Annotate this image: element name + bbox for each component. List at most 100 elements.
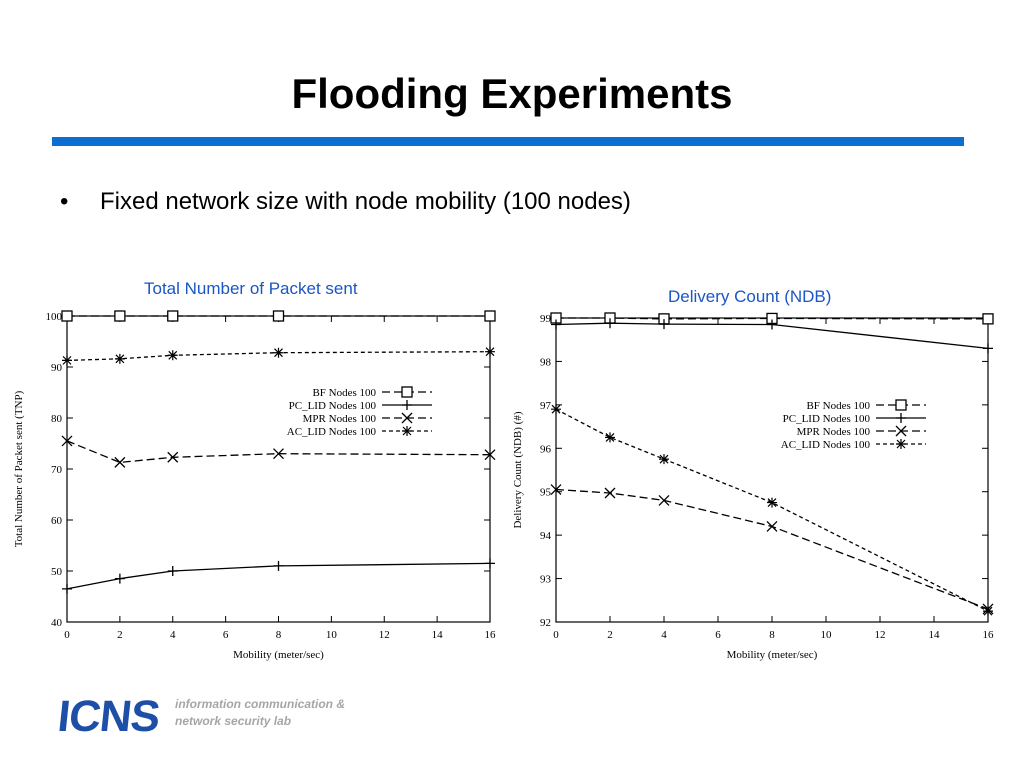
ndb-legend-marker-3 bbox=[896, 439, 906, 449]
ndb-xtick-label: 16 bbox=[983, 629, 995, 641]
ndb-point-3-2 bbox=[659, 454, 669, 465]
tnp-point-0-2-shape bbox=[167, 310, 179, 322]
ndb-ytick-label: 98 bbox=[540, 356, 552, 368]
tnp-legend-marker-0 bbox=[401, 386, 413, 398]
ndb-point-1-3-shape bbox=[767, 319, 777, 330]
ndb-legend-label-2: MPR Nodes 100 bbox=[797, 426, 871, 438]
tnp-point-1-1-shape bbox=[114, 573, 125, 584]
ndb-xtick-label: 2 bbox=[607, 629, 613, 641]
tnp-point-0-0-shape bbox=[61, 310, 73, 322]
ndb-point-3-3-shape bbox=[767, 497, 777, 508]
tnp-ytick-label: 60 bbox=[51, 515, 63, 527]
tnp-point-1-0-shape bbox=[62, 583, 72, 594]
ndb-point-2-0-shape bbox=[550, 484, 562, 496]
tnp-point-0-1-shape bbox=[114, 310, 126, 322]
ndb-xtick-label: 6 bbox=[715, 629, 721, 641]
ndb-point-0-4-shape bbox=[982, 313, 994, 325]
ndb-ytick-label: 94 bbox=[540, 530, 552, 542]
tnp-ytick-label: 90 bbox=[51, 362, 63, 374]
ndb-xtick-label: 14 bbox=[929, 629, 941, 641]
ndb-point-1-2-shape bbox=[659, 319, 669, 330]
tnp-legend-marker-1-shape bbox=[402, 400, 412, 410]
tnp-ytick-label: 40 bbox=[51, 617, 63, 629]
tnp-point-0-4 bbox=[484, 310, 496, 322]
ndb-point-3-3 bbox=[767, 497, 777, 508]
tnp-point-3-1-shape bbox=[114, 353, 125, 364]
tnp-legend-label-1: PC_LID Nodes 100 bbox=[289, 400, 377, 412]
tnp-point-0-4-shape bbox=[484, 310, 496, 322]
ndb-legend-label-0: BF Nodes 100 bbox=[806, 400, 870, 412]
tnp-xlabel: Mobility (meter/sec) bbox=[233, 649, 324, 661]
ndb-legend-marker-2-shape bbox=[895, 425, 907, 437]
tnp-point-0-2 bbox=[167, 310, 179, 322]
tnp-legend-marker-1 bbox=[402, 400, 412, 410]
tnp-point-2-1-shape bbox=[114, 456, 126, 468]
ndb-point-1-1-shape bbox=[605, 318, 615, 329]
ndb-point-1-1 bbox=[605, 318, 615, 329]
ndb-ytick-label: 99 bbox=[540, 313, 552, 325]
ndb-point-1-0-shape bbox=[551, 319, 561, 330]
ndb-ytick-label: 93 bbox=[540, 574, 552, 586]
tnp-xtick-label: 6 bbox=[223, 629, 229, 641]
bullet-marker: • bbox=[60, 188, 69, 215]
tnp-legend-label-2: MPR Nodes 100 bbox=[303, 413, 377, 425]
logo-tagline-line1: information communication & bbox=[175, 697, 346, 711]
ndb-plot: 0 2 4 6 8 10 12 14 16 92 93 94 95 96 97 98 99 Mobility (m… bbox=[512, 312, 995, 661]
ndb-point-3-4-shape bbox=[983, 606, 993, 617]
ndb-point-1-4 bbox=[983, 343, 993, 354]
tnp-legend-marker-3 bbox=[402, 426, 412, 436]
ndb-legend-label-1: PC_LID Nodes 100 bbox=[783, 413, 871, 425]
ndb-legend-marker-0-shape bbox=[895, 399, 907, 411]
ndb-ytick-label: 96 bbox=[540, 443, 552, 455]
ndb-point-1-0 bbox=[551, 319, 561, 330]
slide-title: Flooding Experiments bbox=[291, 70, 733, 117]
ndb-plot-frame bbox=[555, 317, 989, 623]
tnp-point-3-0-shape bbox=[62, 355, 72, 366]
tnp-plot: 0 2 4 6 8 10 12 14 16 40 50 60 70 80 90 100 Mobility (me… bbox=[13, 310, 496, 661]
tnp-point-3-2-shape bbox=[167, 350, 178, 361]
logo-mark: ICNS bbox=[55, 692, 162, 741]
tnp-point-3-4 bbox=[485, 346, 495, 357]
logo-tagline: information communication & network secu… bbox=[175, 696, 345, 730]
ndb-point-3-0 bbox=[551, 404, 561, 415]
tnp-legend-marker-2 bbox=[401, 412, 413, 424]
ndb-point-2-3-shape bbox=[766, 520, 778, 532]
chart-caption-tnp: Total Number of Packet sent bbox=[144, 279, 358, 298]
ndb-point-3-0-shape bbox=[551, 404, 561, 415]
tnp-point-2-3-shape bbox=[273, 448, 284, 460]
ndb-point-2-0 bbox=[550, 484, 562, 496]
ndb-xtick-label: 8 bbox=[769, 629, 775, 641]
ndb-legend-marker-1-shape bbox=[896, 413, 906, 423]
tnp-point-2-3 bbox=[273, 448, 284, 460]
ndb-point-2-3 bbox=[766, 520, 778, 532]
tnp-point-1-2-shape bbox=[167, 566, 178, 576]
tnp-point-3-3 bbox=[273, 347, 284, 358]
tnp-point-1-4 bbox=[485, 558, 495, 569]
ndb-legend-marker-0 bbox=[895, 399, 907, 411]
ndb-xtick-label: 0 bbox=[553, 629, 559, 641]
ndb-point-0-4 bbox=[982, 313, 994, 325]
tnp-point-3-0 bbox=[62, 355, 72, 366]
ndb-point-2-2 bbox=[658, 494, 670, 506]
tnp-point-1-4-shape bbox=[485, 558, 495, 569]
tnp-point-2-2-shape bbox=[167, 451, 179, 463]
tnp-xtick-label: 4 bbox=[170, 629, 176, 641]
tnp-point-2-1 bbox=[114, 456, 126, 468]
tnp-xtick-label: 14 bbox=[432, 629, 444, 641]
tnp-point-2-0-shape bbox=[61, 435, 73, 447]
tnp-point-1-0 bbox=[62, 583, 72, 594]
tnp-point-0-0 bbox=[61, 310, 73, 322]
tnp-legend-marker-0-shape bbox=[401, 386, 413, 398]
tnp-ytick-label: 100 bbox=[46, 311, 63, 323]
ndb-legend-marker-3-shape bbox=[896, 439, 906, 449]
ndb-ytick-label: 95 bbox=[540, 487, 552, 499]
tnp-point-1-1 bbox=[114, 573, 125, 584]
ndb-ytick-label: 97 bbox=[540, 400, 552, 412]
tnp-xtick-label: 2 bbox=[117, 629, 123, 641]
ndb-point-2-2-shape bbox=[658, 494, 670, 506]
tnp-point-3-3-shape bbox=[273, 347, 284, 358]
bullet-item: • Fixed network size with node mobility (… bbox=[60, 188, 631, 216]
ndb-point-3-1-shape bbox=[605, 432, 615, 443]
